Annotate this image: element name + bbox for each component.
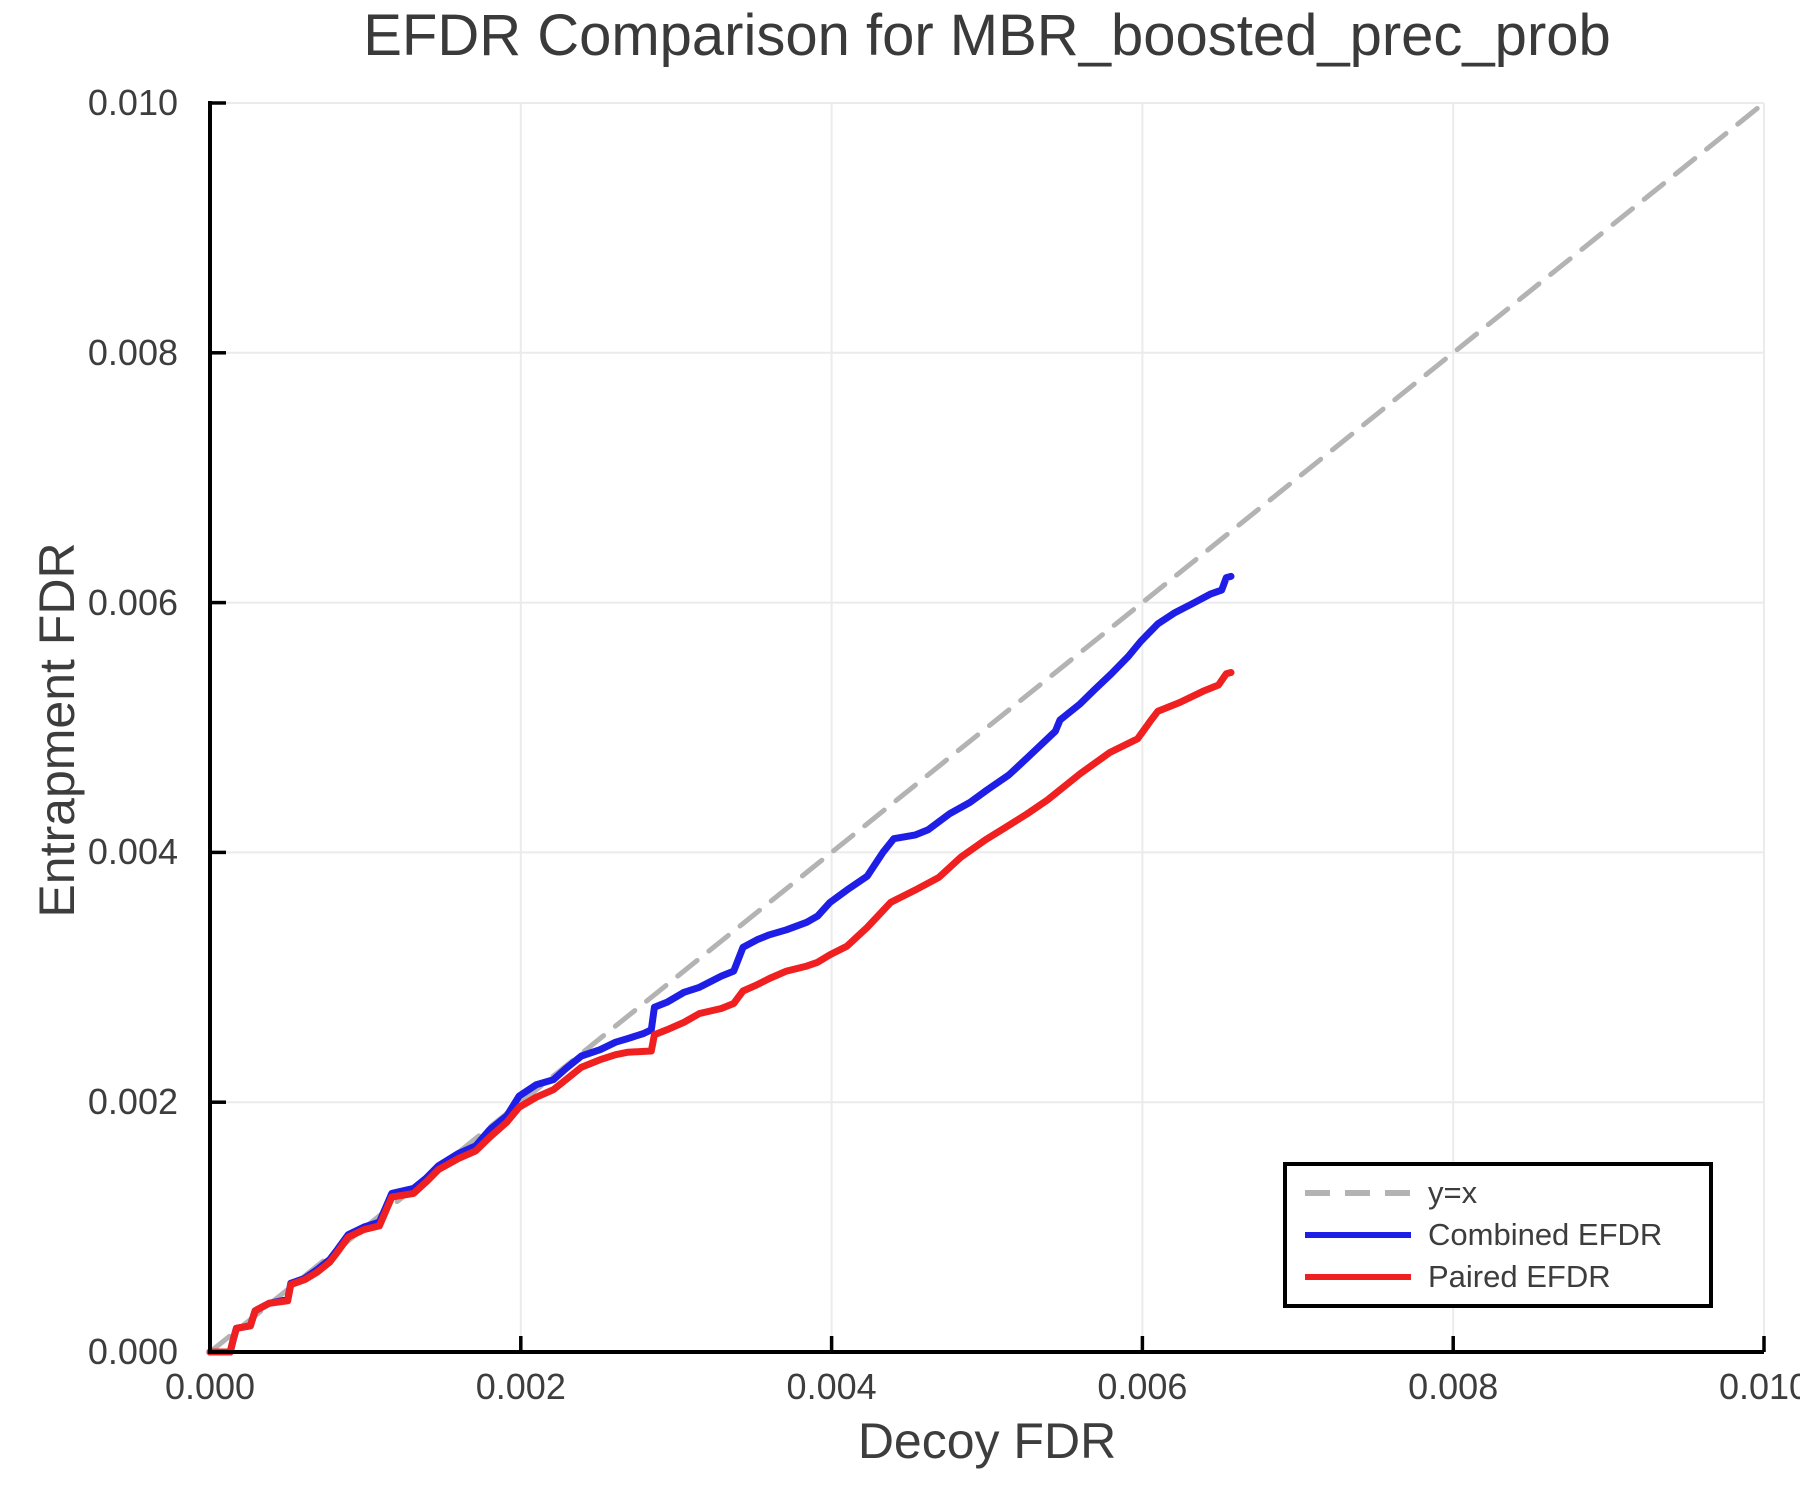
y-tick-label: 0.010: [87, 82, 178, 123]
x-tick-label: 0.002: [475, 1366, 566, 1407]
chart-title: EFDR Comparison for MBR_boosted_prec_pro…: [363, 3, 1611, 68]
x-tick-label: 0.000: [164, 1366, 256, 1407]
y-axis-label: Entrapment FDR: [29, 542, 85, 918]
combined-efdr-line: [206, 572, 1235, 1356]
legend: y=x Combined EFDR Paired EFDR: [1283, 1162, 1713, 1308]
identity-line: [207, 100, 1767, 1355]
x-tick-label: 0.006: [1097, 1366, 1188, 1407]
identity-line-sample: [1305, 1189, 1411, 1197]
y-tick-label: 0.006: [87, 581, 178, 623]
legend-label-identity: y=x: [1428, 1175, 1478, 1210]
y-tick-label: 0.002: [87, 1081, 178, 1123]
x-tick-label: 0.004: [786, 1366, 877, 1407]
paired-efdr-line: [206, 669, 1235, 1356]
paired-efdr-line-sample: [1305, 1273, 1411, 1281]
y-tick-label: 0.004: [87, 831, 178, 873]
legend-label-paired-efdr: Paired EFDR: [1428, 1259, 1611, 1294]
combined-efdr-line-sample: [1305, 1231, 1411, 1239]
legend-item-combined-efdr: Combined EFDR: [1305, 1216, 1709, 1254]
y-tick-label: 0.008: [87, 331, 178, 373]
x-tick-label: 0.010: [1718, 1366, 1800, 1407]
legend-label-combined-efdr: Combined EFDR: [1428, 1217, 1663, 1252]
x-tick-label: 0.008: [1408, 1366, 1499, 1407]
legend-item-paired-efdr: Paired EFDR: [1305, 1258, 1709, 1296]
x-axis-label: Decoy FDR: [857, 1413, 1117, 1469]
legend-item-identity: y=x: [1305, 1174, 1709, 1212]
y-tick-label: 0.000: [87, 1331, 178, 1372]
